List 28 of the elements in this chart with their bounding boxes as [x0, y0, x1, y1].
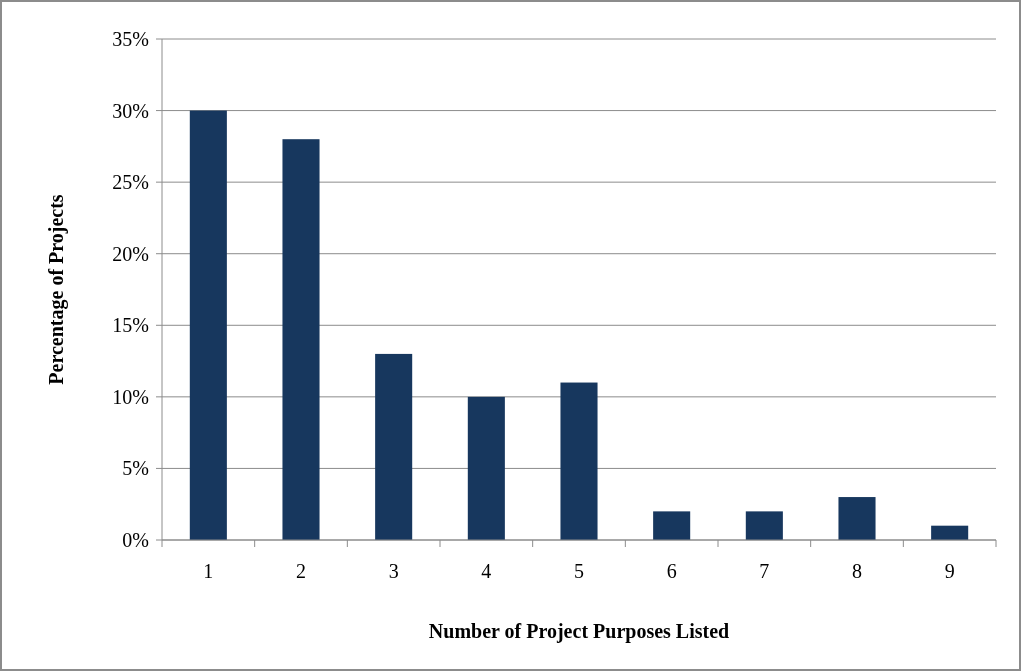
- x-tick-label: 6: [666, 560, 677, 582]
- y-tick-label: 30%: [112, 99, 149, 122]
- x-tick-label: 2: [296, 560, 306, 582]
- x-tick-label: 7: [759, 560, 770, 582]
- x-tick-label: 4: [481, 560, 492, 582]
- y-tick-label: 20%: [112, 242, 149, 265]
- bar: [189, 110, 227, 540]
- x-tick-label: 9: [944, 560, 955, 582]
- x-tick-label: 8: [852, 560, 862, 582]
- x-tick-label: 1: [203, 560, 214, 582]
- bar: [838, 497, 876, 540]
- bar: [931, 525, 969, 540]
- y-tick-label: 25%: [112, 171, 149, 194]
- x-tick-label: 3: [388, 560, 399, 582]
- y-axis-title: Percentage of Projects: [45, 194, 68, 385]
- y-tick-label: 15%: [112, 314, 149, 337]
- y-tick-label: 5%: [122, 457, 149, 480]
- x-tick-label: 5: [574, 560, 584, 582]
- bar: [282, 139, 320, 540]
- x-axis-title: Number of Project Purposes Listed: [428, 620, 730, 643]
- y-tick-label: 35%: [112, 28, 149, 50]
- bar: [467, 396, 505, 540]
- y-tick-label: 0%: [122, 529, 149, 551]
- y-tick-label: 10%: [112, 385, 149, 408]
- bar: [375, 353, 413, 540]
- bar: [560, 382, 598, 540]
- bar: [745, 511, 783, 540]
- bar: [653, 511, 691, 540]
